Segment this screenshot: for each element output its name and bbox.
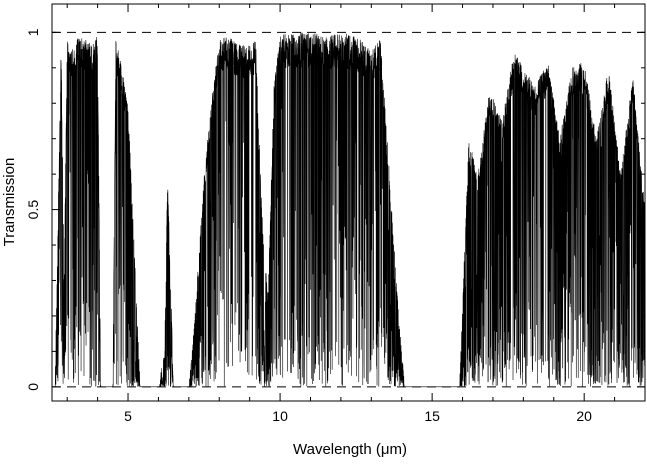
y-axis-title: Transmission	[1, 158, 18, 247]
ticks: 5 10 15 20 0 0.5 1	[25, 4, 646, 424]
transmission-series-line	[52, 32, 645, 388]
reference-lines	[52, 31, 645, 388]
plot-frame	[51, 3, 646, 402]
x-tick-label: 10	[272, 408, 288, 424]
x-tick-label: 15	[424, 408, 440, 424]
y-tick-label: 1	[25, 28, 41, 36]
y-tick-label: 0.5	[25, 200, 41, 220]
data-layer	[52, 32, 645, 388]
x-tick-label: 20	[576, 408, 592, 424]
x-tick-label: 5	[124, 408, 132, 424]
x-axis-title: Wavelength (μm)	[293, 441, 407, 458]
y-tick-label: 0	[25, 383, 41, 391]
